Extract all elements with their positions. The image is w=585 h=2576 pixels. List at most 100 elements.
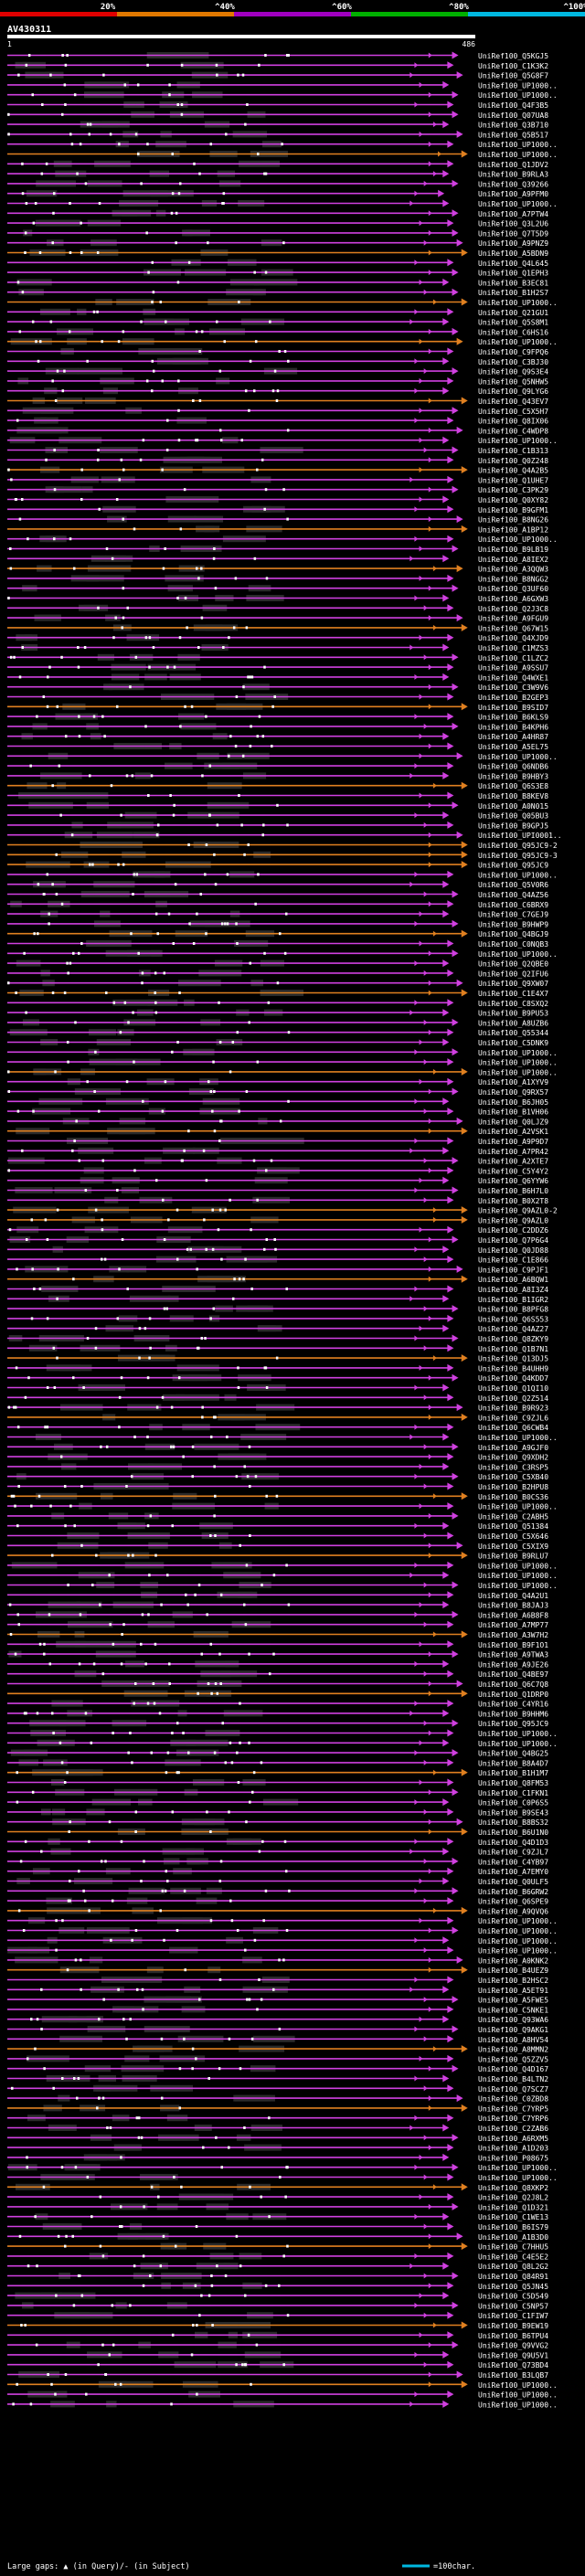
hit-label[interactable]: UniRef100_C3RSP5 bbox=[478, 1463, 548, 1471]
hit-row[interactable]: UniRef100_Q5G8F7 bbox=[7, 71, 548, 80]
hit-label[interactable]: UniRef100_A9TWA3 bbox=[478, 1651, 548, 1659]
hit-label[interactable]: UniRef100_C1K3K2 bbox=[478, 62, 548, 70]
hit-label[interactable]: UniRef100_C1MZS3 bbox=[478, 644, 548, 652]
hit-label[interactable]: UniRef100_Q8IX06 bbox=[478, 418, 548, 426]
hit-label[interactable]: UniRef100_Q13DJ5 bbox=[478, 1355, 548, 1363]
hit-row[interactable]: UniRef100_UP1000.. bbox=[7, 1926, 558, 1936]
hit-label[interactable]: UniRef100_C7HHU5 bbox=[478, 2243, 548, 2252]
hit-row[interactable]: UniRef100_B9F1O1 bbox=[7, 1640, 548, 1649]
hit-label[interactable]: UniRef100_UP1000.. bbox=[478, 1059, 558, 1067]
hit-label[interactable]: UniRef100_B9RLA3 bbox=[478, 171, 548, 179]
hit-row[interactable]: UniRef100_Q8IX06 bbox=[7, 417, 548, 426]
hit-label[interactable]: UniRef100_A8I3Z4 bbox=[478, 1286, 548, 1294]
hit-label[interactable]: UniRef100_Q5KGJ5 bbox=[478, 52, 548, 60]
hit-label[interactable]: UniRef100_A1XYV9 bbox=[478, 1078, 548, 1087]
hit-label[interactable]: UniRef100_Q5S8M1 bbox=[478, 319, 548, 327]
hit-label[interactable]: UniRef100_B3LQB7 bbox=[478, 2371, 548, 2380]
hit-row[interactable]: UniRef100_UP1000.. bbox=[7, 140, 558, 150]
hit-row[interactable]: UniRef100_B1VH06 bbox=[7, 1108, 548, 1117]
hit-row[interactable]: UniRef100_UP1000.. bbox=[7, 1571, 558, 1581]
hit-label[interactable]: UniRef100_A9QVQ6 bbox=[478, 1907, 548, 1915]
hit-row[interactable]: UniRef100_Q6NDB6 bbox=[7, 762, 548, 771]
hit-row[interactable]: UniRef100_Q5V0R6 bbox=[7, 880, 548, 890]
hit-label[interactable]: UniRef100_B3EC81 bbox=[478, 279, 548, 287]
hit-row[interactable]: UniRef100_UP1000.. bbox=[7, 949, 558, 959]
hit-label[interactable]: UniRef100_A9JE26 bbox=[478, 1660, 548, 1669]
hit-label[interactable]: UniRef100_B8KEV8 bbox=[478, 792, 548, 800]
hit-label[interactable]: UniRef100_Q9LYG6 bbox=[478, 387, 548, 396]
hit-label[interactable]: UniRef100_B9HWP9 bbox=[478, 920, 548, 928]
hit-label[interactable]: UniRef100_UP1000.. bbox=[478, 1049, 558, 1057]
hit-label[interactable]: UniRef100_Q8ZKY9 bbox=[478, 1335, 548, 1343]
hit-row[interactable]: UniRef100_Q3B710 bbox=[7, 121, 548, 130]
hit-label[interactable]: UniRef100_B8JAJ3 bbox=[478, 1602, 548, 1610]
hit-label[interactable]: UniRef100_UPI0001.. bbox=[478, 832, 562, 840]
hit-label[interactable]: UniRef100_Q7SCZ7 bbox=[478, 2085, 548, 2094]
hit-row[interactable]: UniRef100_UP1000.. bbox=[7, 1916, 558, 1926]
hit-label[interactable]: UniRef100_Q95JC9-3 bbox=[478, 852, 558, 860]
hit-label[interactable]: UniRef100_Q1DRP0 bbox=[478, 1691, 548, 1699]
hit-label[interactable]: UniRef100_UP1000.. bbox=[478, 1730, 558, 1738]
hit-row[interactable]: UniRef100_C5DNK9 bbox=[7, 1038, 548, 1048]
hit-label[interactable]: UniRef100_Q5G8F7 bbox=[478, 72, 548, 80]
hit-row[interactable]: UniRef100_A3W7H2 bbox=[7, 1630, 548, 1640]
hit-row[interactable]: UniRef100_Q9AZL0 bbox=[7, 1215, 548, 1225]
hit-label[interactable]: UniRef100_B9HHM6 bbox=[478, 1710, 548, 1718]
hit-row[interactable]: UniRef100_B6U1N0 bbox=[7, 1828, 548, 1838]
hit-label[interactable]: UniRef100_A1B3D0 bbox=[478, 2233, 548, 2242]
hit-row[interactable]: UniRef100_UP1000.. bbox=[7, 80, 558, 90]
hit-label[interactable]: UniRef100_B9SE43 bbox=[478, 1808, 548, 1817]
hit-row[interactable]: UniRef100_A9QVQ6 bbox=[7, 1906, 548, 1916]
hit-row[interactable]: UniRef100_Q9LYG6 bbox=[7, 387, 548, 397]
hit-row[interactable]: UniRef100_Q1JDV2 bbox=[7, 160, 548, 169]
hit-row[interactable]: UniRef100_B9HBY3 bbox=[7, 771, 548, 781]
hit-row[interactable]: UniRef100_A6GXW3 bbox=[7, 594, 548, 604]
hit-label[interactable]: UniRef100_A7EMY0 bbox=[478, 1868, 548, 1876]
hit-row[interactable]: UniRef100_Q1B7N1 bbox=[7, 1344, 548, 1353]
hit-row[interactable]: UniRef100_B4UEZ9 bbox=[7, 1966, 548, 1976]
hit-row[interactable]: UniRef100_C4YR16 bbox=[7, 1700, 548, 1709]
hit-row[interactable]: UniRef100_A5ET91 bbox=[7, 1986, 548, 1995]
hit-label[interactable]: UniRef100_UP1000.. bbox=[478, 299, 558, 307]
hit-label[interactable]: UniRef100_A8UZB6 bbox=[478, 1019, 548, 1027]
hit-row[interactable]: UniRef100_Q4AZ56 bbox=[7, 890, 548, 900]
hit-row[interactable]: UniRef100_B9RLU7 bbox=[7, 1552, 548, 1561]
hit-label[interactable]: UniRef100_A0KNK2 bbox=[478, 1956, 548, 1965]
hit-label[interactable]: UniRef100_A0N015 bbox=[478, 802, 548, 811]
hit-label[interactable]: UniRef100_C1LZC2 bbox=[478, 654, 548, 663]
hit-row[interactable]: UniRef100_B9EW19 bbox=[7, 2321, 548, 2331]
hit-row[interactable]: UniRef100_C7HHU5 bbox=[7, 2242, 548, 2252]
hit-label[interactable]: UniRef100_Q8L2G2 bbox=[478, 2263, 548, 2271]
hit-label[interactable]: UniRef100_Q2QBE0 bbox=[478, 960, 548, 969]
hit-row[interactable]: UniRef100_Q0LJZ9 bbox=[7, 1117, 548, 1127]
hit-row[interactable]: UniRef100_UP1000.. bbox=[7, 2390, 558, 2400]
hit-label[interactable]: UniRef100_B8BS32 bbox=[478, 1818, 548, 1827]
hit-row[interactable]: UniRef100_Q6YYW6 bbox=[7, 1176, 548, 1186]
hit-row[interactable]: UniRef100_C7YRP5 bbox=[7, 2104, 548, 2114]
hit-row[interactable]: UniRef100_B2HPU8 bbox=[7, 1482, 548, 1492]
hit-row[interactable]: UniRef100_Q4A2B5 bbox=[7, 466, 548, 475]
hit-row[interactable]: UniRef100_A8HV54 bbox=[7, 2035, 548, 2044]
hit-label[interactable]: UniRef100_C9FPQ6 bbox=[478, 348, 548, 356]
hit-label[interactable]: UniRef100_Q2Z514 bbox=[478, 1394, 548, 1403]
hit-row[interactable]: UniRef100_UP1000.. bbox=[7, 298, 558, 308]
hit-label[interactable]: UniRef100_Q4A2B5 bbox=[478, 467, 548, 475]
hit-row[interactable]: UniRef100_Q0Z248 bbox=[7, 456, 548, 465]
hit-label[interactable]: UniRef100_C5XIX9 bbox=[478, 1542, 548, 1551]
hit-row[interactable]: UniRef100_Q6CWB4 bbox=[7, 1423, 548, 1433]
hit-row[interactable]: UniRef100_C8SXQ2 bbox=[7, 999, 548, 1008]
hit-row[interactable]: UniRef100_Q6S553 bbox=[7, 1314, 548, 1324]
hit-row[interactable]: UniRef100_Q5NHW5 bbox=[7, 376, 548, 387]
hit-label[interactable]: UniRef100_Q67W15 bbox=[478, 624, 548, 632]
hit-row[interactable]: UniRef100_Q5KGJ5 bbox=[7, 51, 548, 61]
hit-label[interactable]: UniRef100_C5X646 bbox=[478, 1532, 548, 1541]
hit-label[interactable]: UniRef100_B6U1N0 bbox=[478, 1829, 548, 1837]
hit-row[interactable]: UniRef100_B1H1M7 bbox=[7, 1768, 548, 1778]
hit-row[interactable]: UniRef100_UP1000.. bbox=[7, 2400, 558, 2410]
hit-row[interactable]: UniRef100_Q2J8L2 bbox=[7, 2193, 548, 2202]
hit-row[interactable]: UniRef100_Q51384 bbox=[7, 1521, 548, 1532]
hit-row[interactable]: UniRef100_Q5S8M1 bbox=[7, 318, 548, 327]
hit-row[interactable]: UniRef100_C5X5H7 bbox=[7, 407, 548, 416]
hit-label[interactable]: UniRef100_UP1000.. bbox=[478, 1562, 558, 1570]
hit-label[interactable]: UniRef100_Q4AZ56 bbox=[478, 891, 548, 899]
